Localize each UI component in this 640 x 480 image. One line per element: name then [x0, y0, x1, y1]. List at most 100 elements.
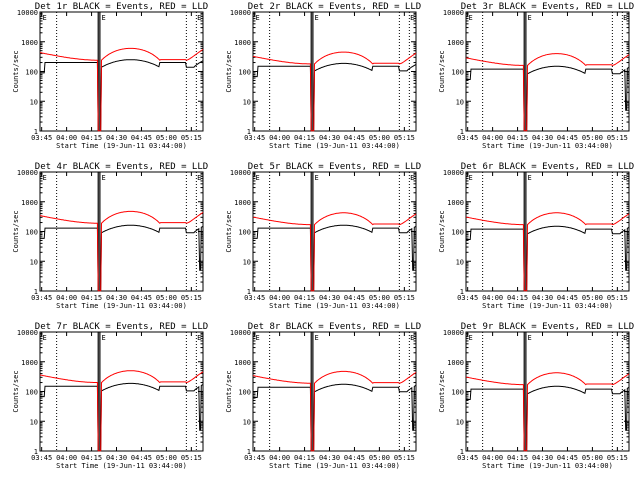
panel-title: Det 5r BLACK = Events, RED = LLD [248, 162, 421, 172]
panel-title: Det 3r BLACK = Events, RED = LLD [461, 2, 634, 12]
x-tick-label: 04:00 [56, 454, 77, 462]
y-axis-label: Counts/sec [12, 370, 20, 412]
y-axis-label: Counts/sec [438, 50, 446, 92]
marker-label: E [468, 174, 472, 182]
plot-frame [39, 331, 204, 452]
y-tick-label: 10000 [443, 9, 464, 17]
plot-frame [465, 171, 630, 292]
plot-frame [252, 171, 417, 292]
marker-label: E [528, 334, 532, 342]
x-tick-label: 03:45 [244, 454, 265, 462]
x-tick-label: 03:45 [457, 454, 478, 462]
x-tick-label: 04:15 [294, 454, 315, 462]
x-tick-label: 05:00 [156, 454, 177, 462]
marker-label: E [468, 14, 472, 22]
x-tick-label: 04:45 [344, 454, 365, 462]
x-axis-label: Start Time (19-Jun-11 03:44:00) [56, 142, 187, 150]
series-line [40, 224, 204, 292]
series-line [253, 62, 417, 132]
panel-title: Det 8r BLACK = Events, RED = LLD [248, 322, 421, 332]
y-tick-label: 10000 [230, 329, 251, 337]
series-line [465, 53, 630, 132]
x-tick-label: 05:15 [394, 294, 415, 302]
x-tick-label: 04:15 [81, 454, 102, 462]
panel-title: Det 6r BLACK = Events, RED = LLD [461, 162, 634, 172]
series-line [466, 225, 630, 292]
y-tick-label: 10 [456, 418, 464, 426]
series-line [466, 385, 630, 452]
marker-label: E [410, 334, 414, 342]
marker-label: E [528, 174, 532, 182]
panel-title: Det 2r BLACK = Events, RED = LLD [248, 2, 421, 12]
x-tick-label: 05:00 [369, 454, 390, 462]
y-tick-label: 10 [30, 258, 38, 266]
panel-det-8: Det 8r BLACK = Events, RED = LLD 1 10 100 10… [225, 322, 421, 470]
x-tick-label: 05:15 [607, 294, 628, 302]
marker-label: E [197, 334, 201, 342]
x-tick-label: 04:15 [81, 294, 102, 302]
series-line [253, 224, 417, 292]
x-tick-label: 04:15 [294, 294, 315, 302]
series-line [39, 370, 204, 452]
series-line [40, 59, 204, 132]
x-tick-label: 04:30 [106, 134, 127, 142]
x-tick-label: 04:30 [532, 454, 553, 462]
series-line [465, 212, 630, 292]
marker-label: E [102, 174, 106, 182]
marker-label: E [410, 14, 414, 22]
x-tick-label: 04:15 [507, 454, 528, 462]
marker-label: E [410, 174, 414, 182]
marker-label: E [42, 14, 46, 22]
panel-det-5: Det 5r BLACK = Events, RED = LLD 1 10 100 10… [225, 162, 421, 310]
y-axis-label: Counts/sec [12, 50, 20, 92]
panel-det-6: Det 6r BLACK = Events, RED = LLD 1 10 100 10… [438, 162, 634, 310]
series-line [465, 372, 630, 452]
x-tick-label: 05:15 [607, 134, 628, 142]
x-tick-label: 05:00 [582, 294, 603, 302]
marker-label: E [102, 14, 106, 22]
x-tick-label: 04:45 [131, 294, 152, 302]
x-tick-label: 05:00 [156, 294, 177, 302]
marker-label: E [255, 174, 259, 182]
x-tick-label: 03:45 [31, 134, 52, 142]
series-line [39, 210, 204, 292]
x-tick-label: 05:15 [181, 294, 202, 302]
y-tick-label: 1000 [447, 359, 464, 367]
x-axis-label: Start Time (19-Jun-11 03:44:00) [269, 462, 400, 470]
y-tick-label: 1000 [21, 199, 38, 207]
series-line [252, 370, 417, 452]
x-tick-label: 04:15 [81, 134, 102, 142]
marker-label: E [315, 334, 319, 342]
marker-label: E [102, 334, 106, 342]
y-axis-label: Counts/sec [225, 50, 233, 92]
x-tick-label: 04:15 [507, 294, 528, 302]
y-tick-label: 100 [451, 69, 464, 77]
y-tick-label: 1000 [21, 359, 38, 367]
series-line [252, 212, 417, 292]
marker-label: E [315, 14, 319, 22]
x-tick-label: 05:15 [181, 454, 202, 462]
y-axis-label: Counts/sec [438, 370, 446, 412]
panel-title: Det 1r BLACK = Events, RED = LLD [35, 2, 208, 12]
y-tick-label: 100 [25, 69, 38, 77]
plot-frame [39, 171, 204, 292]
y-tick-label: 1 [247, 288, 251, 296]
x-axis-label: Start Time (19-Jun-11 03:44:00) [482, 302, 613, 310]
y-tick-label: 1 [247, 128, 251, 136]
x-tick-label: 04:00 [56, 134, 77, 142]
x-tick-label: 04:45 [557, 454, 578, 462]
x-tick-label: 04:30 [319, 294, 340, 302]
y-tick-label: 1 [34, 288, 38, 296]
y-tick-label: 1 [460, 288, 464, 296]
x-tick-label: 05:00 [582, 134, 603, 142]
x-tick-label: 04:30 [532, 294, 553, 302]
y-tick-label: 10 [243, 98, 251, 106]
y-tick-label: 1 [34, 128, 38, 136]
x-tick-label: 04:45 [344, 294, 365, 302]
x-tick-label: 04:00 [269, 294, 290, 302]
panel-det-2: Det 2r BLACK = Events, RED = LLD 1 10 100 10… [225, 2, 421, 150]
y-tick-label: 100 [451, 229, 464, 237]
series-line [252, 51, 417, 132]
y-tick-label: 1 [460, 448, 464, 456]
